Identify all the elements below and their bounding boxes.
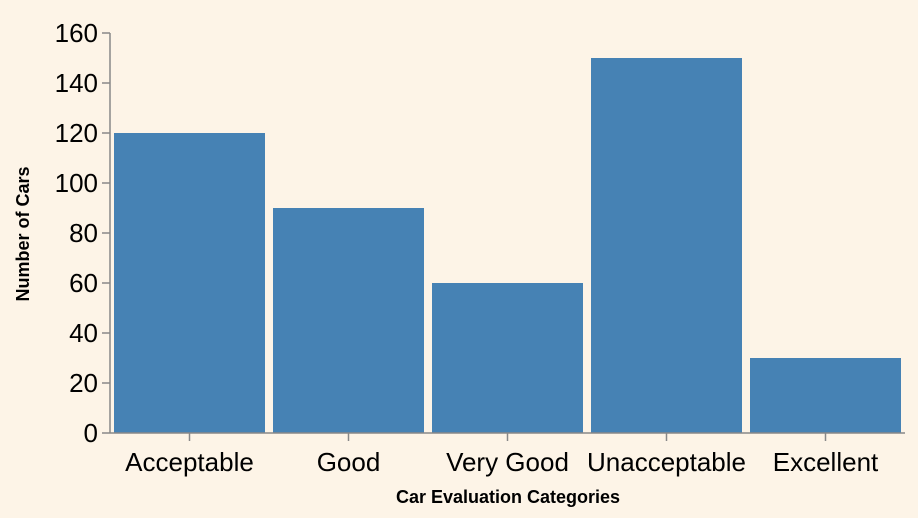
y-tick-label: 0 (84, 418, 98, 448)
x-axis: Acceptable Good Very Good Unacceptable Excel… (110, 432, 905, 477)
bar-unacceptable (591, 58, 742, 433)
y-axis: 0 20 40 60 80 100 120 140 160 (55, 18, 111, 448)
y-tick-label: 100 (55, 168, 98, 198)
x-tick-label: Very Good (446, 447, 569, 477)
y-tick-label: 60 (69, 268, 98, 298)
x-tick-label: Acceptable (125, 447, 254, 477)
bar-acceptable (114, 133, 265, 433)
y-tick-label: 140 (55, 68, 98, 98)
bar-good (273, 208, 424, 433)
y-tick-label: 160 (55, 18, 98, 48)
x-axis-title: Car Evaluation Categories (396, 487, 620, 507)
y-axis-title: Number of Cars (13, 166, 33, 301)
x-tick-label: Good (317, 447, 381, 477)
bars-layer (114, 58, 901, 433)
bar-very-good (432, 283, 583, 433)
x-tick-label: Excellent (773, 447, 879, 477)
y-tick-label: 40 (69, 318, 98, 348)
x-tick-label: Unacceptable (587, 447, 746, 477)
y-tick-label: 80 (69, 218, 98, 248)
bar-excellent (750, 358, 901, 433)
y-tick-label: 120 (55, 118, 98, 148)
y-tick-label: 20 (69, 368, 98, 398)
